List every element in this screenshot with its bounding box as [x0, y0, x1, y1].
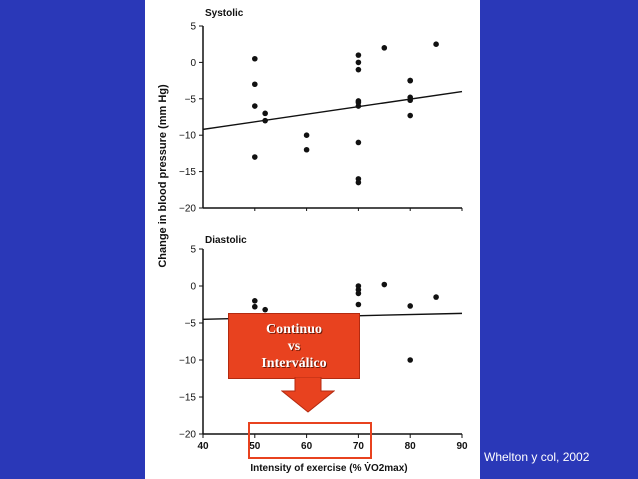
panel-2-data-point [355, 290, 362, 297]
y-axis-label: Change in blood pressure (mm Hg) [157, 84, 169, 268]
panel-1-y-tick-label: −15 [179, 167, 196, 178]
panel-1-data-point [407, 97, 414, 104]
panel-1-data-point [303, 146, 310, 153]
panel-1-data-point [303, 132, 310, 138]
citation: Whelton y col, 2002 [484, 450, 590, 464]
panel-1-y-tick-label: −20 [179, 204, 196, 215]
panel-2-x-tick-label: 90 [456, 441, 468, 452]
panel-1-y-tick-label: −5 [185, 94, 197, 105]
panel-2-y-tick-label: −20 [179, 430, 196, 441]
panel-2-y-tick-label: 0 [190, 282, 196, 293]
panel-2-x-tick-label: 80 [405, 441, 417, 452]
panel-2-x-tick-label: 50 [249, 441, 261, 452]
panel-2-x-tick-label: 60 [301, 441, 313, 452]
panel-2-y-tick-label: −10 [179, 356, 196, 367]
x-axis-label: Intensity of exercise (% V̇O2max) [250, 462, 407, 474]
panel-1-data-point [381, 45, 388, 51]
panel-1-data-point [355, 139, 362, 146]
panel-1-y-tick-label: 0 [190, 58, 196, 69]
panel-1-data-point [355, 66, 362, 73]
panel-1-data-point [355, 179, 362, 186]
panel-1-title: Systolic [205, 8, 244, 19]
panel-2-y-tick-label: 5 [190, 245, 196, 256]
panel-1-data-point [407, 112, 414, 119]
panel-2-x-tick-label: 70 [353, 441, 365, 452]
panel-2-x-tick-label: 40 [197, 441, 209, 452]
panel-1-data-point [433, 41, 439, 47]
panel-2-data-point [262, 306, 268, 313]
panel-2-title: Diastolic [205, 235, 247, 246]
panel-2-y-tick-label: −5 [185, 319, 197, 330]
panel-1-data-point [355, 59, 362, 66]
panel-2-data-point [252, 303, 258, 310]
panel-1-data-point [355, 52, 362, 58]
callout-arrow [281, 377, 335, 413]
callout-line-1: Continuo [265, 321, 323, 337]
panel-2-data-point [381, 281, 388, 288]
panel-2-data-point [355, 301, 362, 308]
panel-1-data-point [252, 103, 258, 109]
panel-1-data-point [252, 81, 258, 88]
panel-1-data-point [252, 154, 258, 160]
panel-1-y-tick-label: −10 [179, 131, 196, 142]
panel-1-data-point [252, 55, 258, 62]
callout-line-3: Interválico [261, 355, 327, 371]
panel-1-trend-line [202, 90, 463, 131]
panel-1-data-point [355, 99, 362, 106]
callout-line-2: vs [287, 338, 301, 354]
callout-box: Continuo vs Interválico [228, 313, 360, 379]
panel-2-data-point [407, 303, 414, 309]
panel-1-data-point [407, 77, 414, 84]
panel-2-data-point [407, 357, 414, 363]
panel-1-data-point [262, 110, 268, 117]
panel-1-y-tick-label: 5 [190, 22, 196, 33]
panel-1-data-point [262, 117, 268, 124]
panel-2-y-tick-label: −15 [179, 393, 196, 404]
figure-chart: Change in blood pressure (mm Hg) Intensi… [157, 8, 468, 474]
highlight-rect [248, 422, 372, 459]
panel-2-data-point [433, 294, 439, 300]
panel-2-data-point [252, 298, 258, 304]
